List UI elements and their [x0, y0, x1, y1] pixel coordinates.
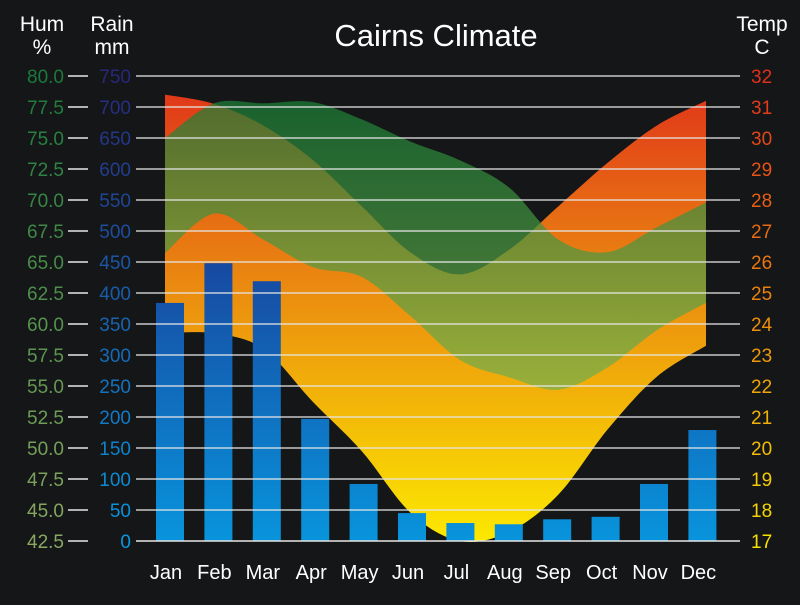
- hum-tick-label: 65.0: [27, 253, 64, 274]
- temp-tick-label: 23: [751, 346, 772, 367]
- temp-tick-label: 26: [751, 253, 772, 274]
- temp-tick-label: 25: [751, 284, 772, 305]
- month-label-mar: Mar: [246, 562, 281, 584]
- rain-tick-label: 50: [110, 501, 131, 522]
- rain-bar-sep: [543, 519, 572, 541]
- temp-tick-label: 24: [751, 315, 773, 336]
- temp-axis-unit: C: [754, 36, 769, 59]
- humidity-range-area: [165, 100, 706, 390]
- temp-axis-title: Temp: [736, 13, 787, 36]
- rain-axis-unit: mm: [95, 36, 130, 59]
- temp-tick-label: 22: [751, 377, 772, 398]
- hum-tick-label: 57.5: [27, 346, 64, 367]
- month-label-may: May: [341, 562, 379, 584]
- temp-tick-label: 31: [751, 98, 772, 119]
- chart-title: Cairns Climate: [334, 18, 537, 53]
- temp-tick-label: 29: [751, 160, 772, 181]
- hum-axis-title: Hum: [20, 13, 64, 36]
- hum-axis-unit: %: [33, 36, 52, 59]
- hum-tick-label: 55.0: [27, 377, 64, 398]
- rain-bar-dec: [688, 430, 717, 541]
- rain-tick-label: 600: [99, 160, 131, 181]
- hum-tick-label: 60.0: [27, 315, 64, 336]
- hum-tick-label: 75.0: [27, 129, 64, 150]
- rain-tick-label: 250: [99, 377, 131, 398]
- temp-tick-label: 20: [751, 439, 772, 460]
- hum-tick-label: 50.0: [27, 439, 64, 460]
- temp-tick-label: 28: [751, 191, 772, 212]
- hum-tick-label: 47.5: [27, 470, 64, 491]
- hum-tick-label: 42.5: [27, 532, 64, 553]
- rain-tick-label: 450: [99, 253, 131, 274]
- month-label-aug: Aug: [487, 562, 523, 584]
- hum-tick-label: 80.0: [27, 67, 64, 88]
- rain-bar-mar: [252, 281, 281, 541]
- rain-axis-title: Rain: [90, 13, 133, 36]
- month-label-dec: Dec: [681, 562, 717, 584]
- hum-tick-label: 70.0: [27, 191, 64, 212]
- rain-tick-label: 400: [99, 284, 131, 305]
- temp-tick-label: 27: [751, 222, 772, 243]
- rain-bar-feb: [204, 263, 233, 541]
- month-label-feb: Feb: [197, 562, 231, 584]
- rain-bar-apr: [301, 418, 330, 541]
- rain-tick-label: 150: [99, 439, 131, 460]
- temp-tick-label: 30: [751, 129, 772, 150]
- temp-tick-label: 19: [751, 470, 772, 491]
- rain-bar-jan: [156, 302, 184, 541]
- temp-tick-label: 21: [751, 408, 772, 429]
- rain-tick-label: 300: [99, 346, 131, 367]
- month-label-nov: Nov: [632, 562, 668, 584]
- rain-tick-label: 100: [99, 470, 131, 491]
- temp-tick-label: 32: [751, 67, 772, 88]
- month-label-oct: Oct: [586, 562, 618, 584]
- rain-bar-oct: [591, 516, 620, 541]
- rain-bar-nov: [640, 483, 668, 541]
- month-label-jun: Jun: [392, 562, 424, 584]
- rain-bar-may: [349, 483, 378, 541]
- month-label-sep: Sep: [535, 562, 571, 584]
- hum-tick-label: 77.5: [27, 98, 64, 119]
- hum-tick-label: 67.5: [27, 222, 64, 243]
- month-label-jul: Jul: [444, 562, 470, 584]
- rain-tick-label: 650: [99, 129, 131, 150]
- rain-bar-jul: [446, 523, 475, 541]
- rain-tick-label: 750: [99, 67, 131, 88]
- rain-tick-label: 700: [99, 98, 131, 119]
- hum-tick-label: 45.0: [27, 501, 64, 522]
- rain-tick-label: 500: [99, 222, 131, 243]
- hum-tick-label: 72.5: [27, 160, 64, 181]
- hum-tick-label: 52.5: [27, 408, 64, 429]
- rain-tick-label: 0: [120, 532, 131, 553]
- month-label-jan: Jan: [150, 562, 182, 584]
- rain-bar-jun: [398, 513, 426, 541]
- month-label-apr: Apr: [296, 562, 327, 584]
- rain-tick-label: 200: [99, 408, 131, 429]
- rain-tick-label: 350: [99, 315, 131, 336]
- hum-tick-label: 62.5: [27, 284, 64, 305]
- temp-tick-label: 18: [751, 501, 772, 522]
- temp-tick-label: 17: [751, 532, 772, 553]
- rain-tick-label: 550: [99, 191, 131, 212]
- rain-bar-aug: [494, 524, 523, 541]
